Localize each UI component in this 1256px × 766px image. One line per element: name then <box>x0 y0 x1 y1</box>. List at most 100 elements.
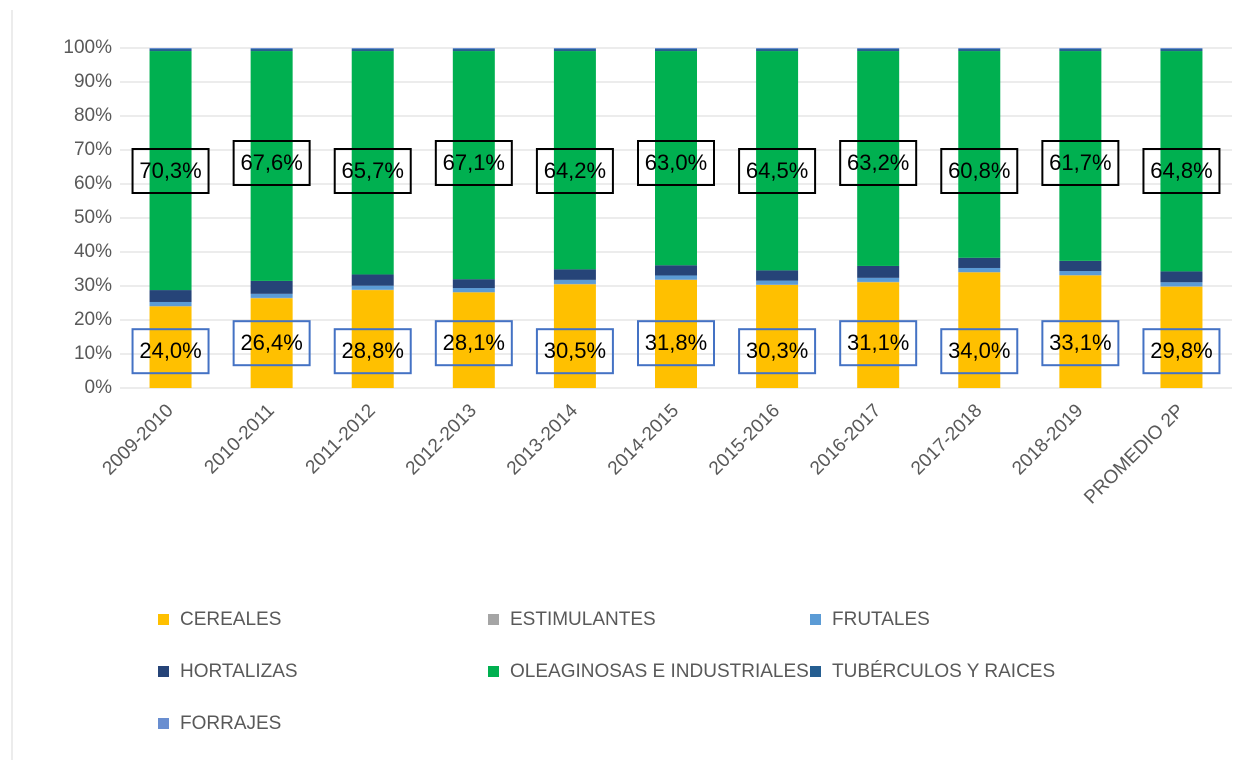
data-label: 67,1% <box>443 150 505 175</box>
bar-segment <box>958 48 1001 50</box>
data-label: 29,8% <box>1150 338 1212 363</box>
y-tick-label: 30% <box>74 275 112 296</box>
bar-segment <box>149 306 192 388</box>
bar-segment <box>756 270 799 281</box>
y-tick-label: 40% <box>74 241 112 262</box>
legend-label: FORRAJES <box>180 713 281 734</box>
bar-segment <box>553 49 596 52</box>
data-label-box <box>434 320 513 367</box>
bar-segment <box>958 267 1001 273</box>
data-label-box <box>637 140 715 186</box>
data-label-box <box>637 320 715 367</box>
bar-segment <box>452 48 495 50</box>
x-tick-label: 2018-2019 <box>1008 400 1087 479</box>
bar-segment <box>857 277 900 282</box>
data-label: 30,5% <box>544 338 606 363</box>
bar-segment <box>452 279 495 289</box>
data-label: 28,8% <box>342 338 404 363</box>
data-label-box <box>839 320 918 367</box>
bar-segment <box>958 49 1001 52</box>
bar-segment <box>1059 51 1102 261</box>
data-label-box <box>232 320 311 367</box>
bar-segment <box>958 257 1001 268</box>
data-label: 60,8% <box>948 158 1010 183</box>
x-tick-label: 2009-2010 <box>99 400 178 479</box>
data-label-box <box>839 140 918 186</box>
legend-label: OLEAGINOSAS E INDUSTRIALES <box>510 661 809 682</box>
y-tick-label: 100% <box>63 37 112 58</box>
data-label: 70,3% <box>139 158 201 183</box>
bar-segment <box>553 269 596 280</box>
y-tick-label: 90% <box>74 71 112 92</box>
legend-label: TUBÉRCULOS Y RAICES <box>832 661 1055 682</box>
data-label-box <box>940 328 1019 375</box>
bar-segment <box>351 48 394 50</box>
data-label-box <box>333 328 412 375</box>
bar-segment <box>857 282 900 388</box>
legend-label: ESTIMULANTES <box>510 609 656 630</box>
data-label-box <box>535 328 614 375</box>
x-tick-label: 2017-2018 <box>907 400 986 479</box>
data-label: 63,2% <box>847 150 909 175</box>
legend-swatch <box>158 666 169 677</box>
data-label-box <box>738 148 817 194</box>
bar-segment <box>756 48 799 50</box>
bar-segment <box>452 292 495 388</box>
x-tick-label: 2011-2012 <box>302 400 380 478</box>
data-label-box <box>1041 140 1120 186</box>
bar-segment <box>655 49 697 52</box>
bar-segment <box>250 49 293 52</box>
bar-segment <box>655 275 697 280</box>
bar-segment <box>553 284 596 388</box>
bar-segment <box>655 48 697 50</box>
data-label: 63,0% <box>645 150 707 175</box>
bar-segment <box>756 280 799 285</box>
legend-swatch <box>810 666 821 677</box>
y-tick-label: 10% <box>74 343 112 364</box>
legend-swatch <box>488 614 499 625</box>
bar-segment <box>756 51 799 271</box>
bar-segment <box>1160 48 1203 50</box>
x-tick-label: 2013-2014 <box>503 400 582 479</box>
bar-segment <box>857 49 900 52</box>
data-label-box <box>434 140 513 186</box>
bar-segment <box>250 48 293 50</box>
data-label: 26,4% <box>240 330 302 355</box>
bar-segment <box>655 51 697 266</box>
data-label-box <box>940 148 1019 194</box>
y-tick-label: 20% <box>74 309 112 330</box>
x-tick-label: 2014-2015 <box>604 400 683 479</box>
bar-segment <box>655 265 697 276</box>
bar-segment <box>1059 275 1102 388</box>
bar-segment <box>351 274 394 286</box>
x-tick-label: 2010-2011 <box>201 400 279 478</box>
bar-segment <box>1160 286 1203 388</box>
legend-label: HORTALIZAS <box>180 661 298 682</box>
x-tick-label: 2015-2016 <box>705 400 784 479</box>
data-label: 61,7% <box>1049 150 1111 175</box>
y-tick-label: 0% <box>85 377 113 398</box>
bar-segment <box>553 51 596 270</box>
data-label: 28,1% <box>443 330 505 355</box>
bar-segment <box>958 51 1001 258</box>
bar-segment <box>857 48 900 50</box>
data-label: 64,5% <box>746 158 808 183</box>
bar-segment <box>756 49 799 52</box>
legend-swatch <box>810 614 821 625</box>
data-label-box <box>738 328 817 375</box>
x-tick-label: 2012-2013 <box>402 400 481 479</box>
data-label-box <box>535 148 614 194</box>
bar-segment <box>756 284 799 388</box>
data-label: 67,6% <box>240 150 302 175</box>
y-tick-label: 60% <box>74 173 112 194</box>
bar-segment <box>250 293 293 298</box>
bar-segment <box>553 48 596 50</box>
bar-segment <box>351 51 394 275</box>
bar-segment <box>1160 51 1203 272</box>
bar-segment <box>1160 49 1203 52</box>
legend-swatch <box>158 718 169 729</box>
data-label-box <box>1142 148 1221 194</box>
legend-label: CEREALES <box>180 609 281 630</box>
legend-swatch <box>488 666 499 677</box>
